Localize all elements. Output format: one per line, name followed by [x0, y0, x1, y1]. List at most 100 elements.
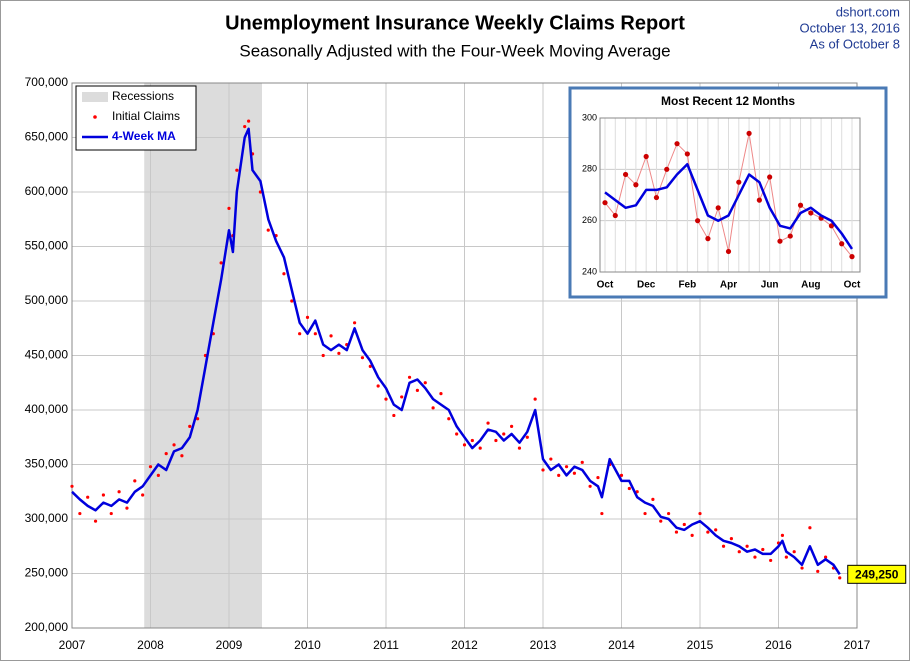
inset-plot-border [599, 117, 861, 273]
x-tick-label: 2010 [294, 638, 321, 652]
claim-point [517, 446, 522, 450]
inset-claim-point [828, 223, 835, 229]
inset-claim-point [695, 218, 701, 224]
x-tick-label: 2014 [608, 638, 635, 652]
claim-point [439, 392, 443, 396]
claim-point [659, 519, 663, 523]
inset-title: Most Recent 12 Months [661, 94, 795, 108]
claim-point [93, 519, 98, 523]
x-tick-label: Apr [720, 280, 737, 291]
claim-point [266, 228, 270, 232]
x-tick-label: Jun [761, 280, 779, 291]
inset-claim-point [705, 236, 711, 242]
x-tick-label: 2015 [687, 638, 714, 652]
claim-point [133, 479, 137, 483]
claim-point [431, 406, 435, 410]
source: dshort.com [836, 4, 900, 19]
claim-point [698, 511, 702, 516]
claim-point [423, 381, 427, 385]
claim-point [494, 438, 498, 443]
claim-point [745, 544, 749, 548]
claim-point [109, 511, 113, 516]
chart-subtitle: Seasonally Adjusted with the Four-Week M… [239, 41, 670, 60]
claim-point [588, 484, 592, 488]
y-tick-label: 600,000 [25, 184, 69, 198]
claim-point [329, 334, 333, 338]
claim-point [721, 544, 726, 548]
source-asof: As of October 8 [810, 36, 900, 51]
claim-point [643, 511, 647, 516]
x-tick-label: Aug [801, 280, 820, 291]
claim-point [667, 511, 671, 516]
claim-point [564, 465, 569, 469]
claim-point [706, 530, 710, 534]
claim-point [78, 511, 82, 516]
claim-point [462, 443, 467, 447]
claim-point [800, 566, 804, 570]
inset-claim-point [787, 233, 793, 239]
claim-point [525, 435, 529, 439]
claim-point [816, 569, 820, 573]
y-tick-label: 350,000 [25, 457, 69, 471]
inset-claim-point [736, 179, 742, 185]
claim-point [384, 397, 388, 401]
claim-point [321, 353, 325, 358]
y-tick-label: 700,000 [25, 75, 69, 89]
inset-claim-point [653, 194, 660, 201]
claim-point [164, 452, 168, 456]
claim-point [313, 332, 317, 336]
y-tick-label: 650,000 [25, 130, 69, 144]
claim-point [572, 471, 577, 475]
claim-point [502, 432, 506, 436]
claim-point [305, 315, 310, 319]
claim-point [596, 475, 600, 480]
inset-claim-point [777, 238, 783, 244]
legend-label: Recessions [112, 89, 174, 103]
x-tick-label: 2013 [530, 638, 557, 652]
x-tick-label: 2017 [844, 638, 871, 652]
y-tick-label: 300,000 [25, 511, 69, 525]
x-tick-label: 2012 [451, 638, 478, 652]
claim-point [455, 432, 459, 436]
claim-point [180, 454, 184, 458]
inset-claim-point [684, 151, 690, 157]
y-tick-label: 400,000 [25, 402, 69, 416]
claim-point [627, 486, 631, 491]
ma-line [71, 127, 841, 575]
y-tick-label: 200,000 [25, 620, 69, 634]
claim-point [247, 119, 251, 123]
x-tick-label: 2008 [137, 638, 164, 652]
inset-claim-point [612, 212, 618, 219]
inset-claim-point [839, 241, 845, 247]
inset-claim-point [674, 141, 680, 147]
plot-border [71, 82, 858, 629]
source-date: October 13, 2016 [800, 20, 900, 35]
inset-claim-point [808, 210, 814, 216]
legend-swatch [82, 92, 108, 102]
inset-claim-point [756, 197, 762, 203]
x-tick-label: 2011 [373, 638, 399, 652]
y-tick-label: 300 [582, 112, 597, 122]
claim-point [714, 528, 718, 532]
end-label-box [847, 564, 907, 584]
claim-point [368, 364, 372, 368]
claim-point [101, 493, 105, 497]
claim-point [117, 490, 121, 494]
claim-point [235, 168, 239, 172]
claim-point [400, 395, 404, 399]
y-tick-label: 500,000 [25, 293, 69, 307]
claim-point [533, 397, 537, 401]
y-tick-label: 250,000 [25, 566, 69, 580]
claim-point [478, 446, 482, 450]
claim-point [838, 576, 842, 580]
claim-point [258, 190, 262, 194]
claim-point [549, 457, 553, 461]
claim-point [196, 417, 200, 421]
claim-point [470, 438, 474, 443]
claim-point [510, 424, 514, 428]
inset-claim-point [746, 130, 752, 136]
inset-claim-point [849, 254, 855, 260]
claim-point [784, 555, 788, 559]
claim-point [690, 533, 694, 537]
